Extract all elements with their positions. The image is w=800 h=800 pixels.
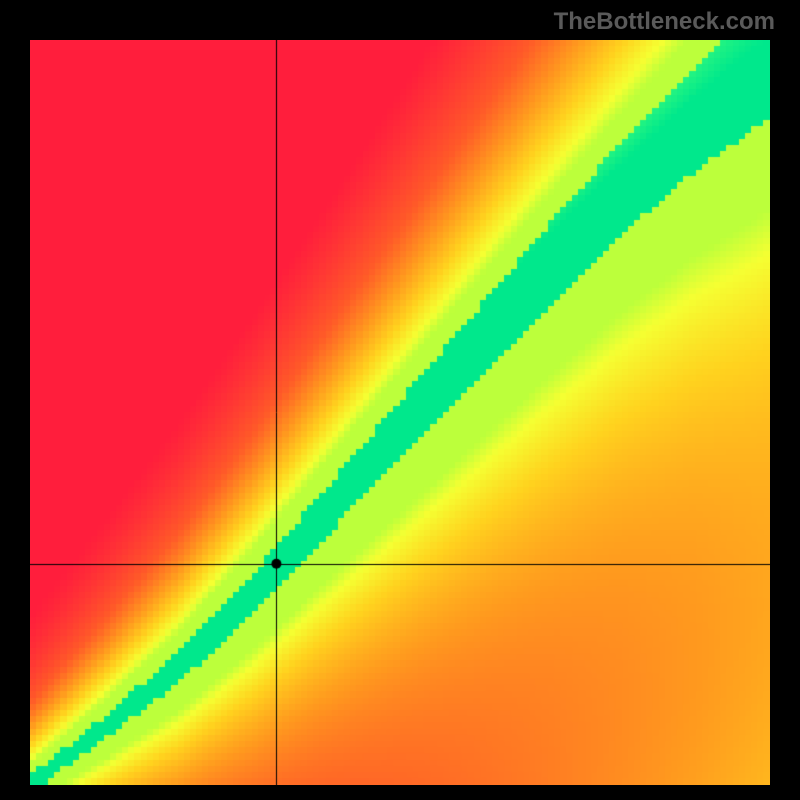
chart-container: TheBottleneck.com [0,0,800,800]
watermark-text: TheBottleneck.com [554,8,775,36]
bottleneck-heatmap [30,40,770,785]
